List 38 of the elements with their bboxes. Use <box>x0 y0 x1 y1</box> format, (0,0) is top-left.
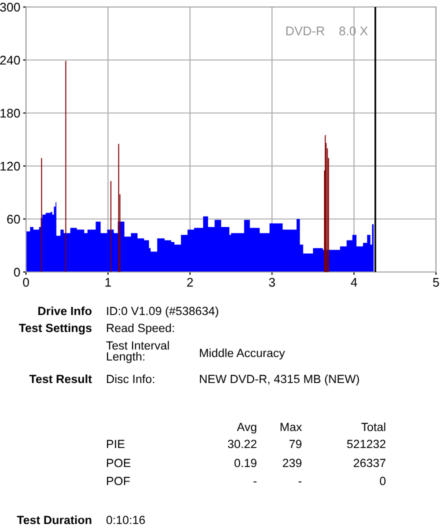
text: Test Interval Length: <box>106 340 169 364</box>
text: 79 <box>289 440 302 448</box>
text: - <box>254 481 256 482</box>
text: 239 <box>282 458 302 468</box>
x-tick-label: 3 <box>269 278 275 287</box>
text: Test Result <box>29 374 92 384</box>
y-tick-label: 240 <box>0 56 20 65</box>
text: 0.19 <box>234 458 256 468</box>
text: Avg <box>236 422 256 434</box>
text: POE <box>106 458 130 468</box>
text: 30.22 <box>228 440 256 448</box>
text: 0 <box>380 476 386 486</box>
y-tick-label: 0 <box>14 268 20 277</box>
text: NEW DVD-R, 4315 MB (NEW) <box>200 374 359 386</box>
text: POF <box>106 476 130 486</box>
text: - <box>298 481 302 482</box>
x-tick-label: 5 <box>433 278 439 287</box>
text: Middle Accuracy <box>200 348 285 360</box>
text: ID:0 V1.09 (#538634) <box>107 306 218 318</box>
y-tick-label: 120 <box>0 162 20 171</box>
text: 26337 <box>354 458 386 468</box>
text: 0:10:16 <box>106 516 145 524</box>
x-tick-label: 4 <box>350 278 358 287</box>
text: Test Settings <box>18 323 92 335</box>
y-tick-label: 300 <box>0 2 20 12</box>
x-tick-label: 0 <box>23 278 29 287</box>
text: Drive Info <box>38 306 92 316</box>
text: Max <box>280 422 302 432</box>
x-tick-label: 2 <box>187 278 193 287</box>
y-tick-label: 180 <box>0 108 20 118</box>
text: Test Duration <box>16 515 92 524</box>
x-tick-label: 1 <box>105 278 111 287</box>
text: Disc Info: <box>106 374 154 384</box>
text: Total <box>361 422 386 432</box>
y-tick-label: 60 <box>7 214 20 224</box>
text: PIE <box>106 440 125 448</box>
text: 521232 <box>347 440 386 448</box>
text: Read Speed: <box>106 323 174 335</box>
